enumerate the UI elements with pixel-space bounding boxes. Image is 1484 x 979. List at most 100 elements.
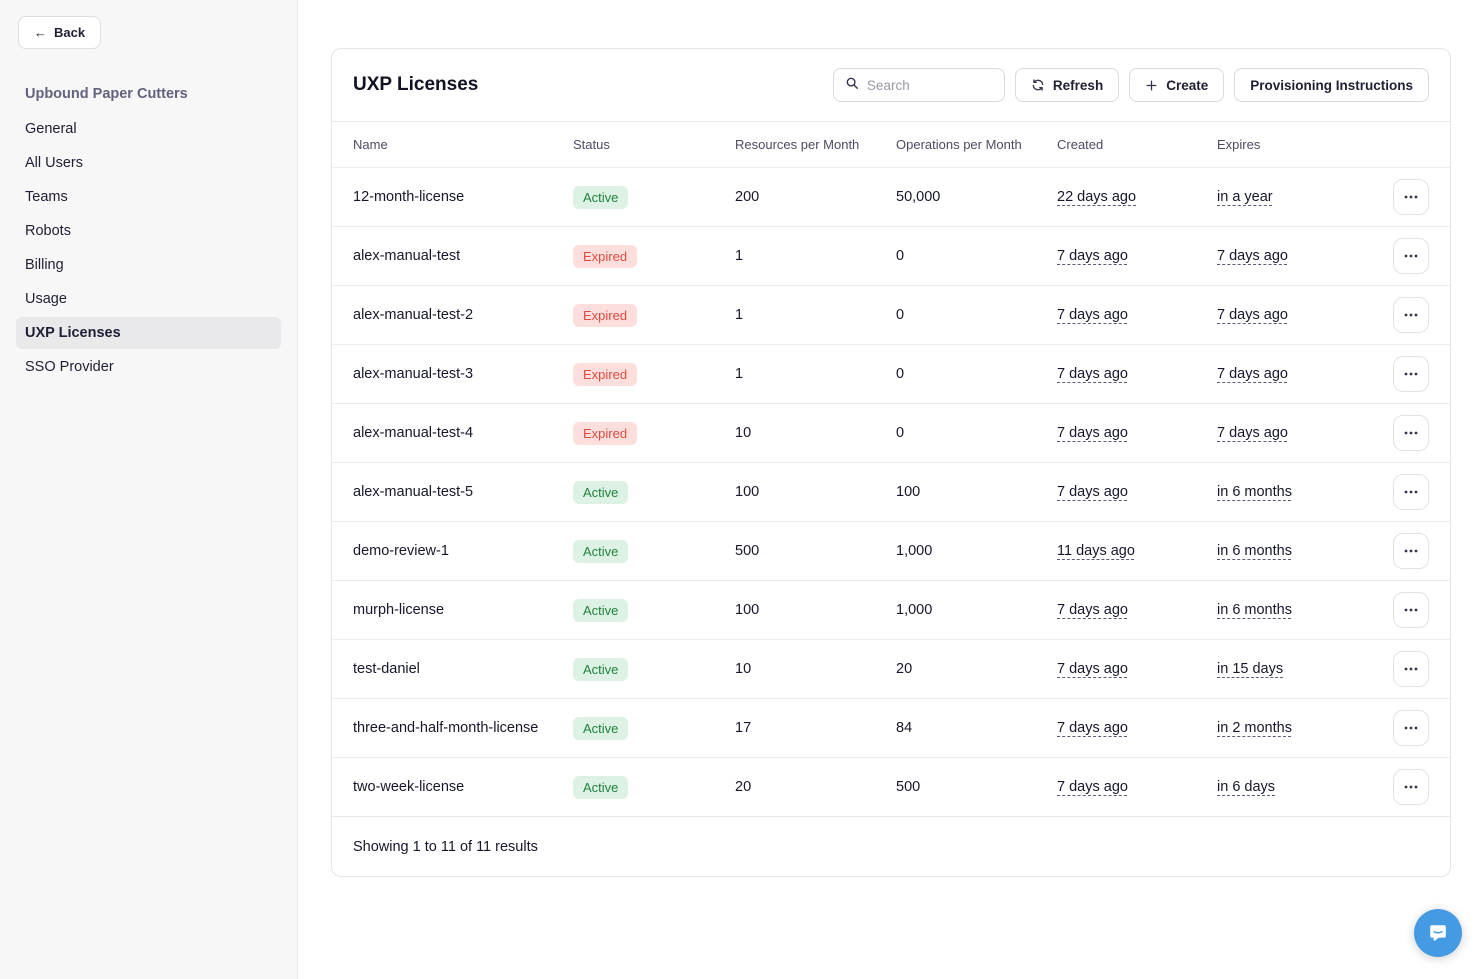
license-name: three-and-half-month-license — [353, 720, 539, 736]
back-button[interactable]: ← Back — [18, 16, 102, 49]
table-row: three-and-half-month-license Active 17 84 7 … — [332, 698, 1450, 757]
sidebar-item-sso-provider[interactable]: SSO Provider — [25, 359, 114, 375]
status-cell: Active — [573, 598, 735, 622]
created-cell: 7 days ago — [1057, 248, 1217, 264]
actions-cell — [1385, 533, 1429, 569]
expires-cell: in 6 months — [1217, 484, 1385, 500]
table-row: alex-manual-test-4 Expired 10 0 7 days ago 7 … — [332, 403, 1450, 462]
chat-bubble-icon — [1427, 922, 1449, 944]
sidebar-item-robots[interactable]: Robots — [25, 223, 71, 239]
org-name: Upbound Paper Cutters — [25, 86, 188, 102]
sidebar-item-uxp-licenses[interactable]: UXP Licenses — [16, 317, 281, 349]
operations-per-month-value: 100 — [896, 484, 921, 500]
created-value[interactable]: 7 days ago — [1057, 720, 1128, 736]
row-actions-button[interactable] — [1393, 297, 1429, 333]
chat-launcher-button[interactable] — [1414, 909, 1462, 957]
expires-value[interactable]: in a year — [1217, 189, 1273, 205]
expires-value[interactable]: in 6 days — [1217, 779, 1276, 795]
actions-cell — [1385, 356, 1429, 392]
created-cell: 7 days ago — [1057, 720, 1217, 736]
created-value[interactable]: 7 days ago — [1057, 661, 1128, 677]
sidebar-item-all-users[interactable]: All Users — [25, 155, 84, 171]
expires-value[interactable]: 7 days ago — [1217, 307, 1288, 323]
license-name: two-week-license — [353, 779, 465, 795]
expires-cell: 7 days ago — [1217, 248, 1385, 264]
column-header-status: Status — [573, 137, 610, 152]
created-cell: 7 days ago — [1057, 661, 1217, 677]
created-value[interactable]: 7 days ago — [1057, 248, 1128, 264]
actions-cell — [1385, 415, 1429, 451]
resources-per-month-value: 20 — [735, 779, 752, 795]
status-badge: Active — [573, 716, 629, 740]
refresh-button[interactable]: Refresh — [1014, 68, 1120, 102]
expires-value[interactable]: in 2 months — [1217, 720, 1292, 736]
actions-cell — [1385, 474, 1429, 510]
sidebar-item-general[interactable]: General — [25, 121, 77, 137]
actions-cell — [1385, 710, 1429, 746]
created-value[interactable]: 7 days ago — [1057, 602, 1128, 618]
table-row: 12-month-license Active 200 50,000 22 days a… — [332, 167, 1450, 226]
row-actions-button[interactable] — [1393, 533, 1429, 569]
operations-per-month-value: 20 — [896, 661, 913, 677]
table-body: 12-month-license Active 200 50,000 22 days a… — [332, 167, 1450, 816]
created-value[interactable]: 7 days ago — [1057, 366, 1128, 382]
status-cell: Active — [573, 185, 735, 209]
sidebar-item-teams[interactable]: Teams — [25, 189, 68, 205]
created-value[interactable]: 7 days ago — [1057, 484, 1128, 500]
expires-cell: in 15 days — [1217, 661, 1385, 677]
refresh-button-label: Refresh — [1052, 77, 1104, 93]
created-cell: 7 days ago — [1057, 602, 1217, 618]
license-name: demo-review-1 — [353, 543, 449, 559]
created-value[interactable]: 7 days ago — [1057, 307, 1128, 323]
create-button[interactable]: Create — [1129, 68, 1225, 102]
status-badge: Active — [573, 657, 629, 681]
resources-per-month-value: 10 — [735, 661, 752, 677]
created-cell: 7 days ago — [1057, 425, 1217, 441]
license-name: 12-month-license — [353, 189, 465, 205]
expires-value[interactable]: in 6 months — [1217, 484, 1292, 500]
search-box[interactable] — [832, 68, 1005, 102]
row-actions-button[interactable] — [1393, 710, 1429, 746]
actions-cell — [1385, 179, 1429, 215]
created-cell: 22 days ago — [1057, 189, 1217, 205]
expires-value[interactable]: in 6 months — [1217, 602, 1292, 618]
expires-value[interactable]: 7 days ago — [1217, 366, 1288, 382]
row-actions-button[interactable] — [1393, 356, 1429, 392]
expires-cell: 7 days ago — [1217, 366, 1385, 382]
created-value[interactable]: 11 days ago — [1057, 543, 1135, 559]
row-actions-button[interactable] — [1393, 769, 1429, 805]
operations-per-month-value: 0 — [896, 248, 905, 264]
status-cell: Active — [573, 480, 735, 504]
expires-cell: in 6 months — [1217, 602, 1385, 618]
row-actions-button[interactable] — [1393, 474, 1429, 510]
row-actions-button[interactable] — [1393, 238, 1429, 274]
main-content: UXP Licenses — [298, 0, 1484, 979]
created-cell: 7 days ago — [1057, 307, 1217, 323]
expires-value[interactable]: in 15 days — [1217, 661, 1284, 677]
row-actions-button[interactable] — [1393, 592, 1429, 628]
license-name: alex-manual-test-4 — [353, 425, 474, 441]
status-badge: Active — [573, 185, 629, 209]
created-value[interactable]: 22 days ago — [1057, 189, 1137, 205]
row-actions-button[interactable] — [1393, 415, 1429, 451]
row-actions-button[interactable] — [1393, 179, 1429, 215]
expires-value[interactable]: in 6 months — [1217, 543, 1292, 559]
operations-per-month-value: 84 — [896, 720, 913, 736]
row-actions-button[interactable] — [1393, 651, 1429, 687]
resources-per-month-value: 1 — [735, 248, 744, 264]
sidebar-item-usage[interactable]: Usage — [25, 291, 67, 307]
header-controls: Refresh Create Provisioning Instructions — [832, 68, 1429, 102]
created-cell: 7 days ago — [1057, 779, 1217, 795]
expires-value[interactable]: 7 days ago — [1217, 425, 1288, 441]
ellipsis-icon — [1404, 195, 1418, 199]
resources-per-month-value: 1 — [735, 366, 744, 382]
sidebar-item-billing[interactable]: Billing — [25, 257, 64, 273]
actions-cell — [1385, 238, 1429, 274]
operations-per-month-value: 1,000 — [896, 602, 933, 618]
expires-value[interactable]: 7 days ago — [1217, 248, 1288, 264]
provisioning-instructions-button[interactable]: Provisioning Instructions — [1234, 68, 1429, 102]
created-value[interactable]: 7 days ago — [1057, 425, 1128, 441]
created-value[interactable]: 7 days ago — [1057, 779, 1128, 795]
column-header-name: Name — [353, 137, 388, 152]
search-input[interactable] — [866, 77, 993, 93]
